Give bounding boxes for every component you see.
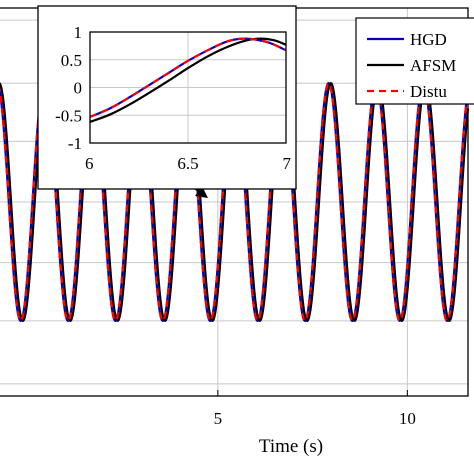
main-x-tick-labels: 5 10 [214,390,416,428]
inset-series-afsmo [90,37,286,123]
inset-y-tick-label: 0.5 [61,51,82,70]
legend: HGD AFSM Distu [355,17,474,105]
inset-y-tick-label: 1 [74,23,83,42]
inset-x-tick-label: 7 [283,154,292,173]
legend-label-afsmo: AFSM [410,56,456,75]
legend-box [355,17,474,105]
inset-x-tick-label: 6.5 [177,154,198,173]
main-series-disturbance [0,82,470,322]
inset-panel [37,5,297,190]
inset-x-tick-label: 6 [85,154,94,173]
inset-x-tick-labels: 6 6.5 7 [85,154,292,173]
main-x-tick-label: 10 [399,409,416,428]
inset-y-tick-labels: 1 0.5 0 -0.5 -1 [55,23,82,153]
inset-series-group [90,37,286,123]
inset-series-disturbance [90,37,286,118]
inset-y-tick-label: -1 [68,134,82,153]
inset-y-tick-label: 0 [74,79,83,98]
inset-plot-frame [89,31,287,144]
inset-zoom-plot: 10.50-0.5-1 6 6.5 7 [37,5,297,190]
inset-y-tick-label: -0.5 [55,106,82,125]
x-axis-label: Time (s) [259,436,323,457]
main-x-tick-label: 5 [214,409,223,428]
legend-label-hgdo: HGD [410,30,447,49]
legend-label-disturbance: Distu [410,82,447,101]
